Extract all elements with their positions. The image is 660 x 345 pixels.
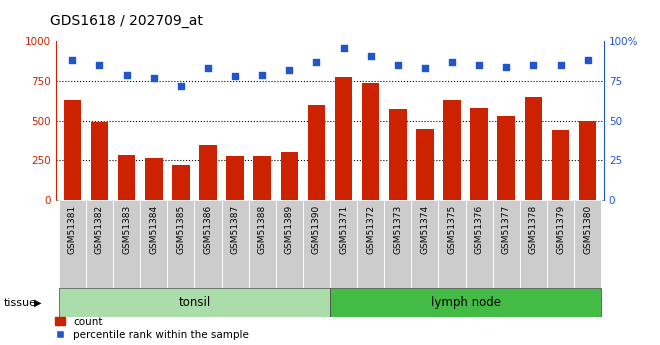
FancyBboxPatch shape: [113, 200, 140, 288]
Text: GSM51390: GSM51390: [312, 205, 321, 254]
FancyBboxPatch shape: [357, 200, 384, 288]
Text: GSM51383: GSM51383: [122, 205, 131, 254]
FancyBboxPatch shape: [330, 288, 601, 317]
Text: GSM51377: GSM51377: [502, 205, 511, 254]
FancyBboxPatch shape: [59, 288, 330, 317]
Point: [311, 59, 321, 65]
FancyBboxPatch shape: [167, 200, 195, 288]
FancyBboxPatch shape: [574, 200, 601, 288]
Text: lymph node: lymph node: [430, 296, 500, 309]
Text: GSM51378: GSM51378: [529, 205, 538, 254]
FancyBboxPatch shape: [547, 200, 574, 288]
Point: [528, 62, 539, 68]
Text: GSM51386: GSM51386: [203, 205, 213, 254]
Bar: [444, 100, 461, 200]
Bar: [416, 129, 434, 200]
Point: [203, 66, 213, 71]
FancyBboxPatch shape: [520, 200, 547, 288]
Text: GDS1618 / 202709_at: GDS1618 / 202709_at: [50, 13, 203, 28]
Text: GSM51381: GSM51381: [68, 205, 77, 254]
Bar: [90, 121, 108, 200]
Point: [582, 58, 593, 63]
Point: [501, 64, 512, 70]
Point: [94, 62, 105, 68]
Text: GSM51379: GSM51379: [556, 205, 565, 254]
Text: tonsil: tonsil: [178, 296, 211, 309]
Bar: [253, 156, 271, 200]
Point: [474, 62, 484, 68]
Bar: [552, 130, 570, 200]
Text: GSM51382: GSM51382: [95, 205, 104, 254]
Bar: [117, 155, 135, 200]
Point: [121, 72, 132, 78]
Point: [339, 45, 349, 50]
Bar: [389, 109, 407, 200]
Text: tissue: tissue: [3, 298, 36, 308]
Bar: [199, 145, 216, 200]
FancyBboxPatch shape: [86, 200, 113, 288]
FancyBboxPatch shape: [330, 200, 357, 288]
FancyBboxPatch shape: [465, 200, 493, 288]
Point: [555, 62, 566, 68]
Bar: [335, 77, 352, 200]
Point: [284, 67, 294, 73]
Point: [257, 72, 267, 78]
FancyBboxPatch shape: [195, 200, 222, 288]
Point: [393, 62, 403, 68]
Bar: [145, 158, 162, 200]
Text: GSM51372: GSM51372: [366, 205, 375, 254]
FancyBboxPatch shape: [276, 200, 303, 288]
Bar: [579, 121, 597, 200]
FancyBboxPatch shape: [59, 200, 86, 288]
FancyBboxPatch shape: [140, 200, 167, 288]
Text: ▶: ▶: [34, 298, 42, 308]
FancyBboxPatch shape: [493, 200, 520, 288]
Bar: [308, 105, 325, 200]
Bar: [362, 83, 379, 200]
Bar: [498, 116, 515, 200]
FancyBboxPatch shape: [411, 200, 438, 288]
Text: GSM51387: GSM51387: [230, 205, 240, 254]
Text: GSM51371: GSM51371: [339, 205, 348, 254]
Bar: [471, 108, 488, 200]
Text: GSM51384: GSM51384: [149, 205, 158, 254]
Legend: count, percentile rank within the sample: count, percentile rank within the sample: [55, 317, 249, 340]
FancyBboxPatch shape: [222, 200, 249, 288]
Bar: [280, 152, 298, 200]
FancyBboxPatch shape: [303, 200, 330, 288]
Point: [230, 73, 240, 79]
Point: [176, 83, 186, 89]
Bar: [226, 156, 244, 200]
Text: GSM51389: GSM51389: [285, 205, 294, 254]
FancyBboxPatch shape: [438, 200, 465, 288]
Point: [366, 53, 376, 58]
FancyBboxPatch shape: [249, 200, 276, 288]
Text: GSM51388: GSM51388: [257, 205, 267, 254]
FancyBboxPatch shape: [384, 200, 411, 288]
Text: GSM51376: GSM51376: [475, 205, 484, 254]
Bar: [63, 100, 81, 200]
Text: GSM51373: GSM51373: [393, 205, 403, 254]
Point: [447, 59, 457, 65]
Text: GSM51374: GSM51374: [420, 205, 430, 254]
Bar: [172, 165, 189, 200]
Point: [420, 66, 430, 71]
Text: GSM51375: GSM51375: [447, 205, 457, 254]
Text: GSM51385: GSM51385: [176, 205, 185, 254]
Text: GSM51380: GSM51380: [583, 205, 592, 254]
Point: [67, 58, 78, 63]
Point: [148, 75, 159, 81]
Bar: [525, 97, 543, 200]
